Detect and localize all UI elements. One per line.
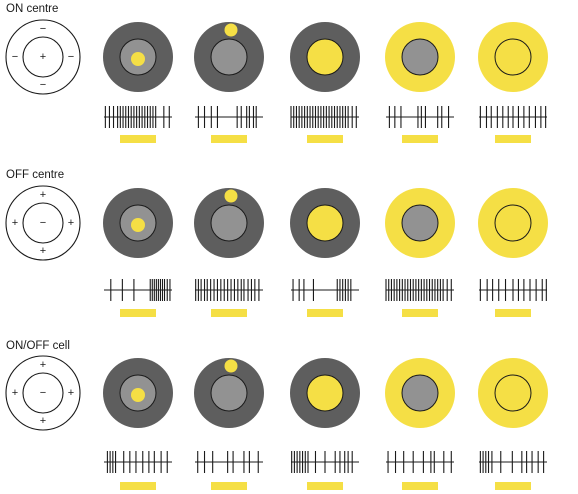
light-on-bar	[495, 309, 531, 317]
surround-sign: −	[12, 51, 18, 63]
light-spot	[131, 388, 145, 402]
stimulus-centre	[306, 374, 344, 412]
light-spot	[131, 52, 145, 66]
stimulus-centre	[210, 38, 248, 76]
rf-outer-ring	[5, 19, 81, 95]
light-on-bar	[211, 309, 247, 317]
stimuli-on-off-cell	[103, 358, 548, 490]
rf-outer-ring	[5, 185, 81, 261]
light-on-bar	[402, 482, 438, 490]
row-off-centre: OFF centre − + + + +	[5, 169, 548, 317]
surround-sign: +	[68, 217, 74, 229]
center-sign: −	[40, 387, 46, 399]
rf-inner-ring	[22, 36, 64, 78]
stimulus-centre	[306, 38, 344, 76]
surround-sign: +	[40, 415, 46, 427]
stimulus-centre	[401, 204, 439, 242]
rf-schematic-on-centre: + − − − −	[5, 19, 81, 95]
surround-sign: +	[68, 387, 74, 399]
light-on-bar	[402, 135, 438, 143]
light-spot	[131, 218, 145, 232]
surround-sign: +	[40, 359, 46, 371]
light-on-bar	[211, 135, 247, 143]
light-on-bar	[211, 482, 247, 490]
surround-sign: −	[68, 51, 74, 63]
row-label-on-centre: ON centre	[6, 3, 58, 15]
light-spot	[224, 189, 238, 203]
row-on-centre: ON centre + − − − −	[5, 3, 548, 143]
light-on-bar	[120, 482, 156, 490]
light-on-bar	[402, 309, 438, 317]
stimulus-centre	[401, 374, 439, 412]
surround-sign: +	[40, 245, 46, 257]
rf-schematic-on-off-cell: − + + + +	[5, 355, 81, 431]
light-on-bar	[120, 135, 156, 143]
rf-outer-ring	[5, 355, 81, 431]
row-label-on-off-cell: ON/OFF cell	[6, 340, 70, 352]
light-on-bar	[495, 135, 531, 143]
center-sign: +	[40, 51, 46, 63]
rf-inner-ring	[22, 202, 64, 244]
stimulus-centre	[306, 204, 344, 242]
stimulus-centre	[494, 374, 532, 412]
surround-sign: +	[40, 189, 46, 201]
surround-sign: −	[40, 79, 46, 91]
stimuli-on-centre	[103, 22, 548, 143]
rf-inner-ring	[22, 372, 64, 414]
stimulus-centre	[401, 38, 439, 76]
stimulus-centre	[210, 204, 248, 242]
surround-sign: −	[40, 23, 46, 35]
surround-sign: +	[12, 217, 18, 229]
stimulus-centre	[210, 374, 248, 412]
light-spot	[224, 23, 238, 37]
light-on-bar	[307, 482, 343, 490]
light-on-bar	[120, 309, 156, 317]
surround-sign: +	[12, 387, 18, 399]
stimulus-centre	[494, 38, 532, 76]
row-on-off-cell: ON/OFF cell − + + + +	[5, 340, 548, 490]
light-on-bar	[307, 309, 343, 317]
stimulus-centre	[494, 204, 532, 242]
light-on-bar	[495, 482, 531, 490]
light-spot	[224, 359, 238, 373]
light-on-bar	[307, 135, 343, 143]
center-sign: −	[40, 217, 46, 229]
row-label-off-centre: OFF centre	[6, 169, 64, 181]
rf-schematic-off-centre: − + + + +	[5, 185, 81, 261]
stimuli-off-centre	[103, 188, 548, 317]
